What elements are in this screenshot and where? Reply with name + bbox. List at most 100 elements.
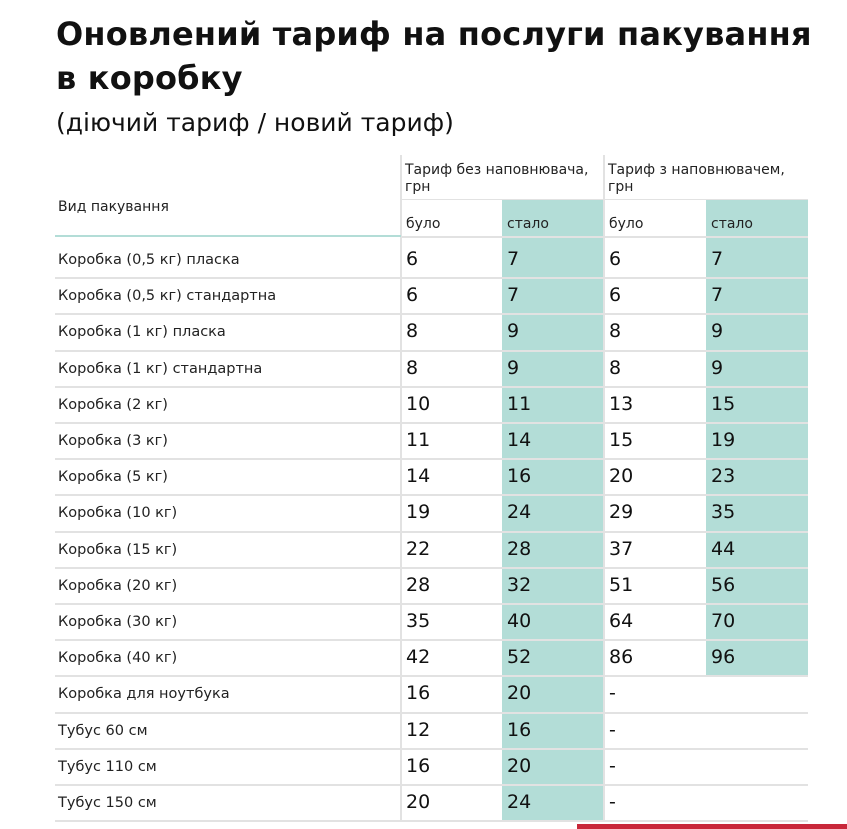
- cell-value: 19: [711, 429, 736, 451]
- cell-value: 28: [406, 573, 431, 596]
- row-label: Коробка (40 кг): [58, 650, 178, 667]
- sub-header: стало: [711, 216, 753, 232]
- row-label: Тубус 110 см: [58, 758, 157, 775]
- cell-value: 29: [609, 501, 634, 524]
- cell-value: 6: [609, 248, 622, 270]
- teal-column-new-filler: [706, 200, 808, 677]
- row-label: Коробка (2 кг): [58, 396, 168, 413]
- cell-value: 24: [507, 791, 532, 813]
- cell-value: 20: [507, 682, 532, 705]
- row-header: Вид пакування: [58, 199, 169, 215]
- cell-value: 22: [406, 537, 431, 560]
- row-label: Коробка (30 кг): [58, 614, 178, 630]
- cell-value: 23: [711, 465, 736, 488]
- cell-value: 12: [406, 718, 431, 741]
- cell-value: 8: [609, 320, 622, 343]
- cell-value: 86: [609, 646, 634, 669]
- cell-value: 16: [507, 465, 532, 488]
- cell-value: 16: [406, 754, 431, 777]
- cell-value: 8: [609, 356, 622, 379]
- header-divider: [401, 199, 808, 200]
- cell-value: 11: [507, 392, 532, 415]
- row-label: Коробка (0,5 кг) пласка: [58, 252, 240, 268]
- sub-header: стало: [507, 216, 549, 232]
- cell-value: 20: [507, 754, 532, 777]
- cell-value: 9: [711, 320, 724, 343]
- row-divider: [55, 385, 808, 388]
- cell-value: 42: [406, 646, 431, 669]
- cell-value: 20: [406, 791, 431, 813]
- cell-value: 40: [507, 610, 532, 632]
- cell-value: 7: [507, 248, 520, 270]
- cell-value: 10: [406, 392, 431, 415]
- row-label: Коробка (1 кг) пласка: [58, 324, 226, 341]
- row-divider: [55, 566, 808, 569]
- page-title: Оновлений тариф на послуги пакування в к…: [56, 15, 812, 97]
- row-label: Тубус 150 см: [58, 795, 157, 811]
- cell-value: -: [609, 718, 616, 741]
- cell-value: 9: [507, 320, 520, 343]
- cell-value: 9: [507, 356, 520, 379]
- cell-value: 8: [406, 356, 419, 379]
- cell-value: 8: [406, 320, 419, 343]
- group-header: Тариф з наповнювачем, грн: [608, 162, 785, 195]
- cell-value: 14: [507, 429, 532, 451]
- row-label: Коробка для ноутбука: [58, 686, 230, 703]
- cell-value: 35: [406, 610, 431, 632]
- cell-value: -: [609, 754, 616, 777]
- row-divider: [55, 603, 808, 605]
- cell-value: 28: [507, 537, 532, 560]
- cell-value: 6: [609, 284, 622, 307]
- sub-header: було: [406, 216, 441, 232]
- sub-header: було: [609, 216, 644, 232]
- cell-value: 19: [406, 501, 431, 524]
- row-divider: [55, 277, 808, 280]
- cell-value: 64: [609, 610, 634, 632]
- row-divider: [55, 711, 808, 714]
- row-divider: [55, 639, 808, 642]
- cell-value: 7: [507, 284, 520, 307]
- row-divider: [55, 494, 808, 497]
- column-divider: [603, 155, 605, 822]
- page-subtitle: (діючий тариф / новий тариф): [56, 108, 454, 137]
- row-label: Коробка (10 кг): [58, 505, 178, 522]
- teal-column-new-no-filler: [502, 200, 604, 822]
- cell-value: 16: [507, 718, 532, 741]
- row-divider: [55, 530, 808, 533]
- column-divider: [400, 155, 402, 822]
- cell-value: 13: [609, 392, 634, 415]
- row-label: Коробка (5 кг): [58, 469, 168, 486]
- row-label: Коробка (15 кг): [58, 541, 178, 558]
- row-divider: [55, 675, 808, 678]
- row-label: Коробка (1 кг) стандартна: [58, 360, 263, 377]
- row-divider: [55, 422, 808, 424]
- cell-value: 7: [711, 284, 724, 307]
- cell-value: 7: [711, 248, 724, 270]
- cell-value: 11: [406, 429, 431, 451]
- cell-value: 35: [711, 501, 736, 524]
- cell-value: 44: [711, 537, 736, 560]
- header-divider: [401, 236, 808, 238]
- cell-value: 6: [406, 248, 419, 270]
- cell-value: 16: [406, 682, 431, 705]
- cell-value: 52: [507, 646, 532, 669]
- cell-value: -: [609, 682, 616, 705]
- cell-value: 51: [609, 573, 634, 596]
- cell-value: -: [609, 791, 616, 813]
- row-label: Коробка (0,5 кг) стандартна: [58, 288, 277, 305]
- header-divider-teal: [55, 235, 401, 237]
- row-divider: [55, 784, 808, 786]
- row-label: Коробка (3 кг): [58, 433, 168, 449]
- group-header: Тариф без наповнювача, грн: [405, 162, 589, 195]
- cell-value: 14: [406, 465, 431, 488]
- cell-value: 6: [406, 284, 419, 307]
- accent-bar: [577, 824, 847, 829]
- cell-value: 24: [507, 501, 532, 524]
- row-divider: [55, 747, 808, 750]
- cell-value: 37: [609, 537, 634, 560]
- row-divider: [55, 820, 808, 823]
- row-divider: [55, 313, 808, 316]
- row-label: Тубус 60 см: [58, 722, 148, 739]
- cell-value: 96: [711, 646, 736, 669]
- cell-value: 32: [507, 573, 532, 596]
